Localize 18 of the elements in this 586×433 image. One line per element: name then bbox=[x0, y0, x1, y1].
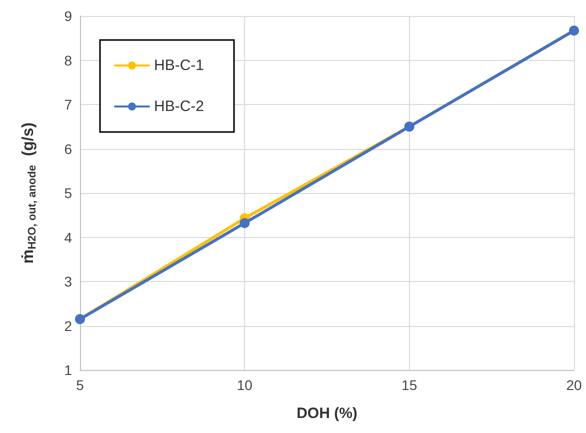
y-tick-label: 5 bbox=[64, 185, 72, 201]
y-tick-label: 4 bbox=[64, 229, 72, 246]
x-tick-label: 10 bbox=[236, 377, 253, 393]
x-axis-title: DOH (%) bbox=[296, 405, 358, 422]
legend-label: HB-C-1 bbox=[154, 57, 204, 74]
x-tick-label: 5 bbox=[76, 377, 84, 393]
point bbox=[240, 218, 250, 228]
y-tick-label: 1 bbox=[64, 362, 72, 378]
y-tick-label: 6 bbox=[64, 140, 72, 157]
y-tick-label: 8 bbox=[64, 52, 72, 68]
y-axis-title: ṁH2O, out, anode (g/s) bbox=[20, 122, 38, 264]
legend-label: HB-C-2 bbox=[154, 98, 204, 115]
y-tick-label: 7 bbox=[64, 96, 72, 112]
x-tick-label: 20 bbox=[566, 377, 582, 393]
y-tick-label: 9 bbox=[64, 8, 72, 24]
y-tick-label: 2 bbox=[64, 318, 72, 334]
x-tick-label: 15 bbox=[402, 377, 418, 393]
y-tick-label: 3 bbox=[64, 274, 72, 290]
